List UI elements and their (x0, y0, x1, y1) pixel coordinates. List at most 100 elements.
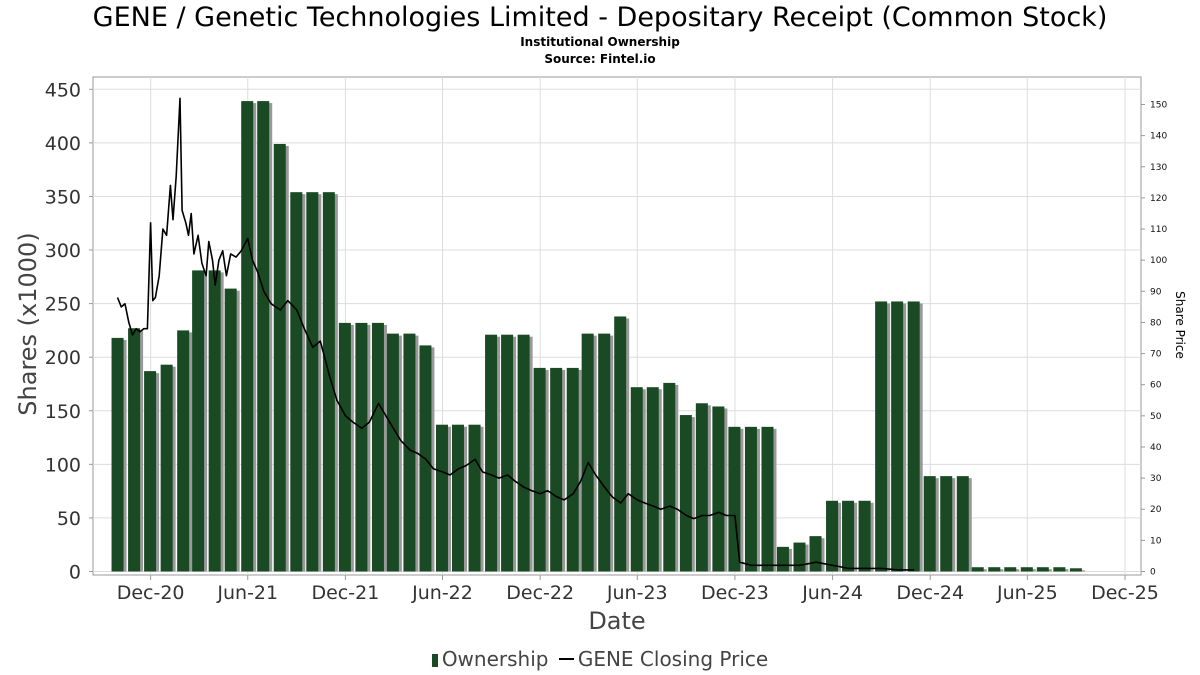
ownership-bar (435, 424, 448, 572)
y2-tick-label: 70 (1150, 350, 1162, 360)
y2-tick-label: 60 (1150, 381, 1162, 391)
ownership-bar (712, 406, 725, 572)
ownership-bar (1069, 568, 1082, 572)
ownership-bar (208, 270, 221, 572)
x-tick-label: Dec-25 (1091, 582, 1159, 604)
x-tick-label: Dec-22 (506, 582, 574, 604)
ownership-bar (566, 367, 579, 572)
y2-tick-label: 150 (1150, 101, 1167, 111)
ownership-bar (338, 322, 351, 572)
y-axis-title: Shares (x1000) (14, 232, 42, 415)
y-tick-label: 450 (45, 79, 81, 101)
ownership-bar (614, 316, 627, 572)
ownership-bar (646, 387, 659, 572)
price-line (116, 97, 915, 571)
y-tick-label: 300 (45, 240, 81, 262)
ownership-bar (501, 334, 514, 572)
legend-label-ownership: Ownership (441, 647, 549, 671)
ownership-bar (581, 333, 594, 572)
ownership-bar (322, 192, 335, 572)
ownership-bar (144, 371, 157, 572)
y2-tick-label: 90 (1150, 287, 1162, 297)
ownership-bars (111, 101, 1085, 572)
ownership-bar (940, 476, 953, 572)
ownership-bar (355, 322, 368, 572)
ownership-bar (550, 367, 563, 572)
x-tick-label: Jun-23 (606, 582, 668, 604)
ownership-bar (858, 500, 871, 572)
y-tick-label: 150 (45, 401, 81, 423)
x-tick-label: Jun-25 (996, 582, 1058, 604)
ownership-bar (273, 143, 286, 572)
ownership-bar (224, 288, 237, 572)
ownership-bar (517, 334, 530, 572)
ownership-bar (988, 567, 1001, 572)
ownership-bar (128, 328, 141, 572)
x-axis-title: Date (588, 607, 645, 635)
y2-tick-label: 20 (1150, 505, 1162, 515)
x-tick-label: Dec-21 (311, 582, 379, 604)
legend-item-price[interactable]: GENE Closing Price (558, 646, 769, 672)
y2-tick-label: 30 (1150, 474, 1162, 484)
ownership-bar (776, 546, 789, 572)
ownership-bar (891, 301, 904, 572)
ownership-bar (371, 322, 384, 572)
y-tick-label: 0 (69, 562, 81, 584)
ownership-swatch (431, 654, 438, 667)
ownership-bar (290, 192, 303, 572)
ownership-bar (177, 330, 190, 572)
ownership-bar (630, 387, 643, 572)
ownership-bar (842, 500, 855, 572)
ownership-bar (1004, 567, 1017, 572)
ownership-bar (306, 192, 319, 572)
legend-label-price: GENE Closing Price (577, 647, 769, 671)
legend: Ownership GENE Closing Price (0, 646, 1200, 672)
ownership-bar (695, 403, 708, 572)
ownership-bar (761, 426, 774, 572)
ownership-bar (386, 333, 399, 572)
ownership-bar (875, 301, 888, 572)
ownership-bar (598, 333, 611, 572)
price-line-path (116, 97, 915, 571)
y-tick-label: 50 (57, 508, 81, 530)
y2-tick-label: 100 (1150, 256, 1167, 266)
ownership-bar (1036, 567, 1049, 572)
legend-item-ownership[interactable]: Ownership (431, 646, 549, 672)
x-tick-label: Dec-23 (701, 582, 769, 604)
y2-axis-title: Share Price (1173, 291, 1187, 359)
y-tick-label: 100 (45, 454, 81, 476)
ownership-bar (468, 424, 481, 572)
ownership-bar (111, 337, 124, 572)
ownership-bar (257, 101, 270, 572)
ownership-bar (809, 536, 822, 572)
ownership-bar (744, 426, 757, 572)
ownership-bar (160, 364, 173, 572)
y2-tick-label: 130 (1150, 163, 1167, 173)
ownership-bar (533, 367, 546, 572)
y2-tick-label: 0 (1150, 568, 1156, 578)
ownership-bar (923, 476, 936, 572)
ownership-bar (192, 270, 205, 572)
chart-subtitle: Institutional Ownership (520, 35, 680, 49)
y2-tick-label: 120 (1150, 194, 1167, 204)
ownership-bar (956, 476, 969, 572)
ownership-bar (1020, 567, 1033, 572)
x-tick-label: Jun-22 (411, 582, 473, 604)
ownership-bar (403, 333, 416, 572)
y2-tick-label: 80 (1150, 318, 1162, 328)
ownership-bar (1053, 567, 1066, 572)
ownership-bar (663, 382, 676, 572)
y-tick-label: 200 (45, 347, 81, 369)
y2-tick-label: 10 (1150, 536, 1162, 546)
ownership-bar (826, 500, 839, 572)
ownership-bar (793, 542, 806, 572)
x-tick-label: Jun-24 (801, 582, 863, 604)
x-tick-label: Dec-24 (896, 582, 964, 604)
y-tick-label: 250 (45, 294, 81, 316)
price-swatch (558, 658, 574, 660)
ownership-bar (971, 567, 984, 572)
ownership-bar (451, 424, 464, 572)
x-tick-label: Dec-20 (117, 582, 185, 604)
